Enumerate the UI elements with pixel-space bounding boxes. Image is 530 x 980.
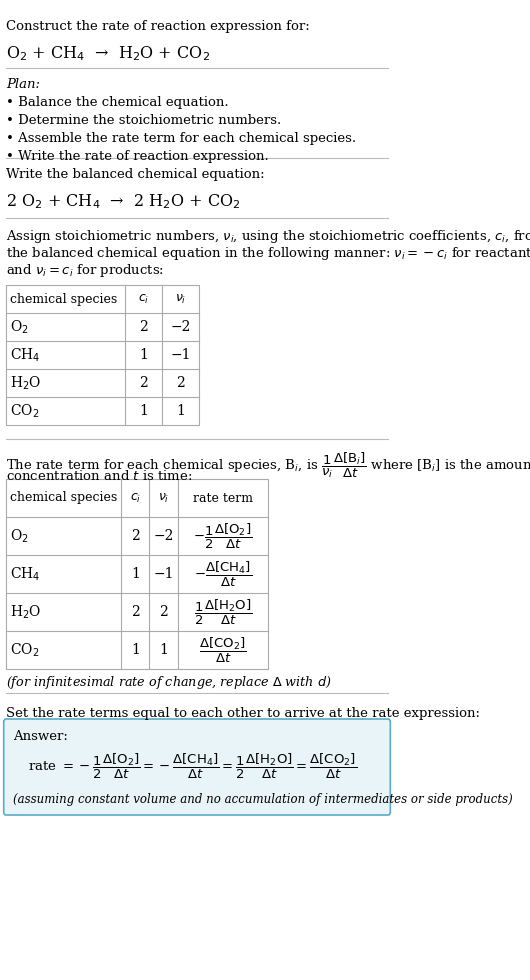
Text: O$_2$: O$_2$ (10, 318, 29, 336)
Text: rate term: rate term (193, 492, 253, 505)
Text: concentration and $t$ is time:: concentration and $t$ is time: (6, 469, 192, 483)
Text: Write the balanced chemical equation:: Write the balanced chemical equation: (6, 168, 264, 181)
Text: 2: 2 (159, 605, 168, 619)
Text: H$_2$O: H$_2$O (10, 374, 41, 392)
Text: $\nu_i$: $\nu_i$ (175, 292, 187, 306)
Bar (6, 285, 199, 425)
Text: 2: 2 (139, 376, 148, 390)
Text: CH$_4$: CH$_4$ (10, 565, 40, 583)
Text: 2: 2 (139, 320, 148, 334)
Text: • Write the rate of reaction expression.: • Write the rate of reaction expression. (6, 150, 269, 163)
Text: −2: −2 (171, 320, 191, 334)
Text: Answer:: Answer: (13, 730, 68, 743)
Text: rate $= -\dfrac{1}{2}\dfrac{\Delta[\mathrm{O_2}]}{\Delta t}= -\dfrac{\Delta[\mat: rate $= -\dfrac{1}{2}\dfrac{\Delta[\math… (28, 752, 357, 781)
Text: CH$_4$: CH$_4$ (10, 346, 40, 364)
Text: the balanced chemical equation in the following manner: $\nu_i = -c_i$ for react: the balanced chemical equation in the fo… (6, 245, 530, 262)
Text: 1: 1 (131, 643, 140, 657)
Text: • Balance the chemical equation.: • Balance the chemical equation. (6, 96, 228, 109)
Text: CO$_2$: CO$_2$ (10, 403, 39, 419)
Text: 1: 1 (139, 404, 148, 418)
Text: O$_2$: O$_2$ (10, 527, 29, 545)
Text: $-\dfrac{1}{2}\dfrac{\Delta[\mathrm{O_2}]}{\Delta t}$: $-\dfrac{1}{2}\dfrac{\Delta[\mathrm{O_2}… (193, 521, 253, 551)
Text: (for infinitesimal rate of change, replace $\Delta$ with $d$): (for infinitesimal rate of change, repla… (6, 674, 332, 691)
Text: 2: 2 (131, 605, 140, 619)
Text: −1: −1 (171, 348, 191, 362)
Text: $c_i$: $c_i$ (138, 292, 149, 306)
Text: −1: −1 (153, 567, 174, 581)
Text: 2: 2 (131, 529, 140, 543)
Text: −2: −2 (153, 529, 174, 543)
Text: $\dfrac{1}{2}\dfrac{\Delta[\mathrm{H_2O}]}{\Delta t}$: $\dfrac{1}{2}\dfrac{\Delta[\mathrm{H_2O}… (194, 598, 252, 626)
Text: and $\nu_i = c_i$ for products:: and $\nu_i = c_i$ for products: (6, 262, 164, 279)
Text: Construct the rate of reaction expression for:: Construct the rate of reaction expressio… (6, 20, 310, 33)
Text: (assuming constant volume and no accumulation of intermediates or side products): (assuming constant volume and no accumul… (13, 793, 513, 806)
Text: 1: 1 (159, 643, 168, 657)
Text: H$_2$O: H$_2$O (10, 604, 41, 620)
Text: chemical species: chemical species (10, 492, 117, 505)
Text: O$_2$ + CH$_4$  →  H$_2$O + CO$_2$: O$_2$ + CH$_4$ → H$_2$O + CO$_2$ (6, 44, 210, 63)
Text: $-\dfrac{\Delta[\mathrm{CH_4}]}{\Delta t}$: $-\dfrac{\Delta[\mathrm{CH_4}]}{\Delta t… (194, 560, 252, 589)
Text: The rate term for each chemical species, B$_i$, is $\dfrac{1}{\nu_i}\dfrac{\Delt: The rate term for each chemical species,… (6, 451, 530, 480)
Text: 1: 1 (176, 404, 185, 418)
Text: CO$_2$: CO$_2$ (10, 641, 39, 659)
Text: • Determine the stoichiometric numbers.: • Determine the stoichiometric numbers. (6, 114, 281, 127)
Text: Set the rate terms equal to each other to arrive at the rate expression:: Set the rate terms equal to each other t… (6, 707, 480, 720)
Text: • Assemble the rate term for each chemical species.: • Assemble the rate term for each chemic… (6, 132, 356, 145)
Text: 2: 2 (176, 376, 185, 390)
Text: 1: 1 (131, 567, 140, 581)
Text: $\nu_i$: $\nu_i$ (158, 491, 169, 505)
FancyBboxPatch shape (4, 719, 390, 815)
Text: 2 O$_2$ + CH$_4$  →  2 H$_2$O + CO$_2$: 2 O$_2$ + CH$_4$ → 2 H$_2$O + CO$_2$ (6, 192, 241, 211)
Text: chemical species: chemical species (10, 292, 117, 306)
Text: Assign stoichiometric numbers, $\nu_i$, using the stoichiometric coefficients, $: Assign stoichiometric numbers, $\nu_i$, … (6, 228, 530, 245)
Text: $c_i$: $c_i$ (130, 491, 141, 505)
Text: Plan:: Plan: (6, 78, 40, 91)
Text: 1: 1 (139, 348, 148, 362)
Bar (6, 479, 268, 669)
Text: $\dfrac{\Delta[\mathrm{CO_2}]}{\Delta t}$: $\dfrac{\Delta[\mathrm{CO_2}]}{\Delta t}… (199, 635, 247, 664)
